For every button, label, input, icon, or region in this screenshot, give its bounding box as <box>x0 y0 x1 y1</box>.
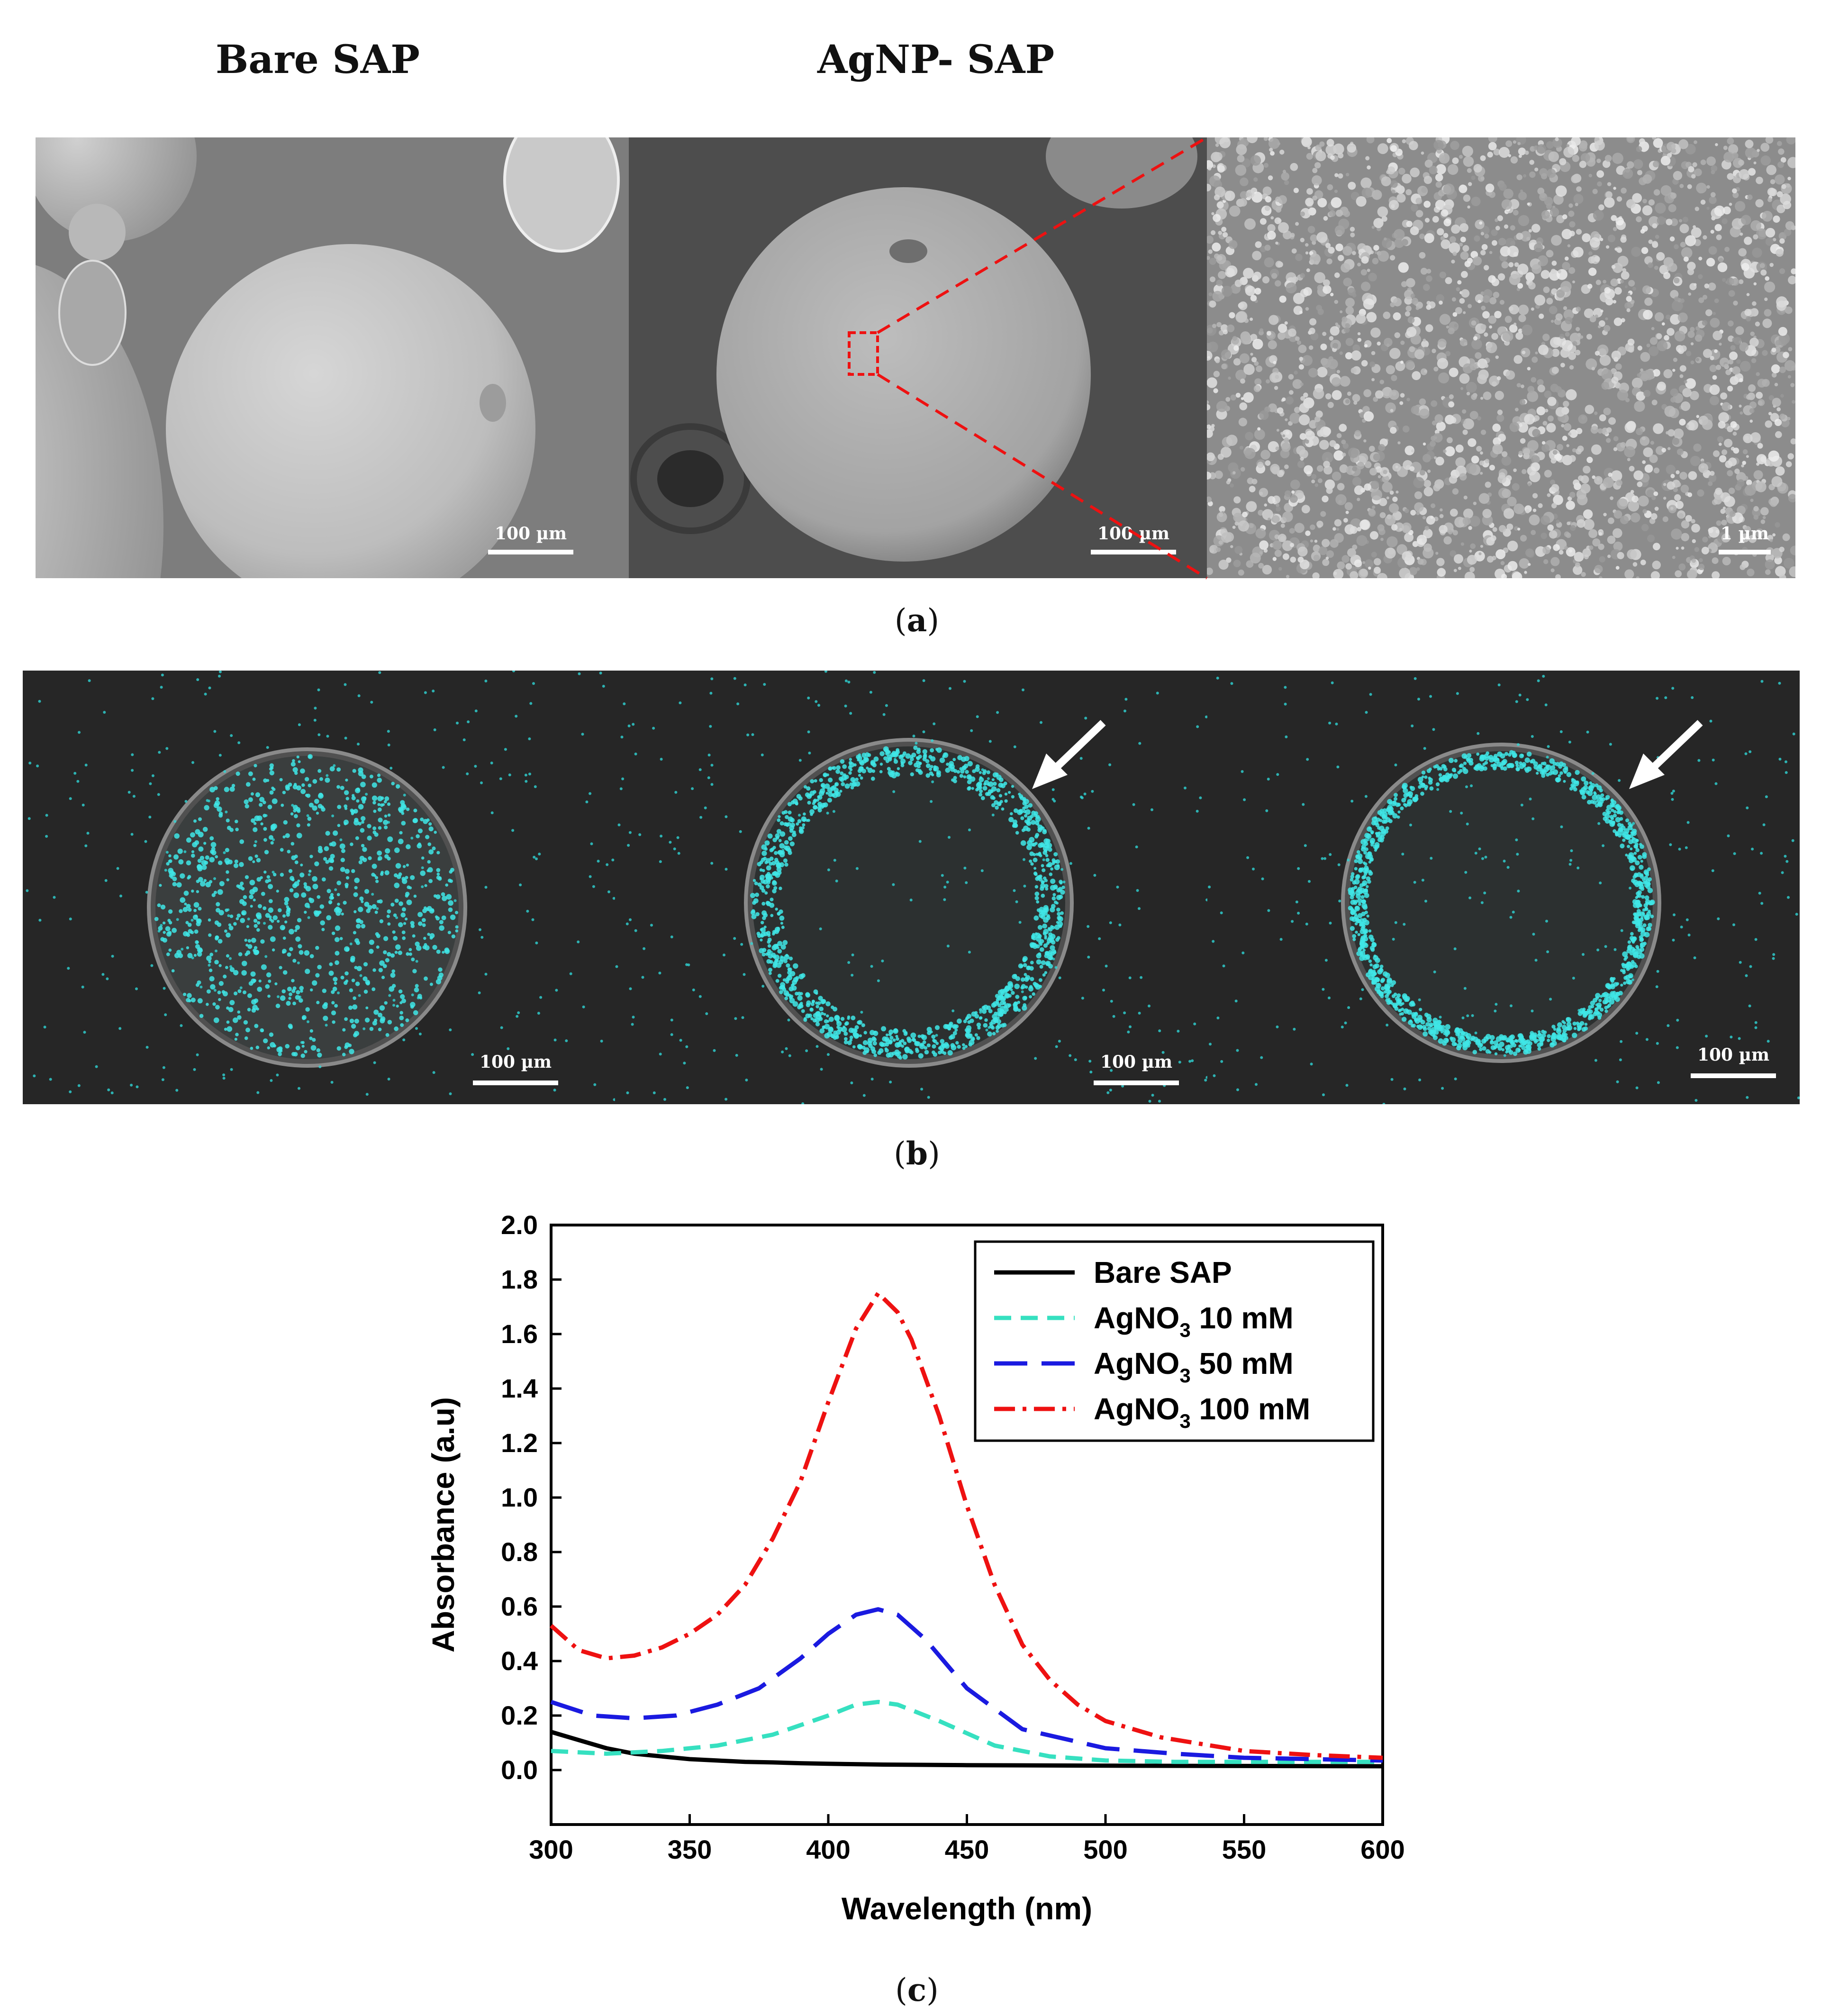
scale-label: 1 µm <box>1720 524 1769 544</box>
y-tick-label: 1.4 <box>501 1373 538 1403</box>
y-tick-label: 1.8 <box>501 1264 538 1294</box>
legend-label: AgNO3 10 mM <box>1094 1301 1294 1341</box>
absorbance-chart: 300 350 400 450 500 550 600 0.0 0.2 0.4 0.6 0.8 1.0 1… <box>426 1210 1405 1926</box>
y-tick-label: 0.8 <box>501 1537 538 1567</box>
x-tick-label: 500 <box>1083 1834 1127 1864</box>
y-tick-label: 1.6 <box>501 1319 538 1349</box>
y-tick-label: 1.0 <box>501 1482 538 1512</box>
caption-c: (c) <box>895 1971 939 2008</box>
legend-label: Bare SAP <box>1094 1255 1232 1290</box>
zoom-indicator-lines <box>877 136 1208 580</box>
y-tick-label: 0.0 <box>501 1755 538 1785</box>
eds-map-2: 100 µm <box>615 671 1207 1104</box>
arrow-icon <box>1629 720 1703 789</box>
scale-bar <box>473 1081 558 1085</box>
arrow-icon <box>1032 720 1106 789</box>
y-tick-label: 2.0 <box>501 1210 538 1240</box>
x-axis-label: Wavelength (nm) <box>842 1891 1092 1926</box>
legend-label: AgNO3 100 mM <box>1094 1392 1310 1432</box>
caption-a: (a) <box>894 602 940 639</box>
series-line <box>550 1291 1383 1760</box>
x-tick-label: 450 <box>945 1834 989 1864</box>
x-tick-label: 300 <box>529 1834 573 1864</box>
y-axis-label: Absorbance (a.u) <box>426 1397 461 1653</box>
header-bare-sap: Bare SAP <box>216 37 420 82</box>
scale-label: 100 µm <box>1697 1045 1770 1065</box>
eds-map-3: 100 µm <box>1207 671 1800 1104</box>
y-tick-label: 1.2 <box>501 1428 538 1458</box>
x-tick-label: 550 <box>1222 1834 1266 1864</box>
scale-bar <box>1691 1073 1776 1078</box>
scale-bar <box>488 550 573 554</box>
caption-b: (b) <box>894 1135 940 1172</box>
sem-image-zoom: 1 µm <box>1207 137 1795 578</box>
y-tick-label: 0.2 <box>501 1700 538 1730</box>
x-tick-label: 350 <box>668 1834 712 1864</box>
scale-bar <box>1094 1081 1179 1085</box>
legend-label: AgNO3 50 mM <box>1094 1346 1294 1387</box>
sem-image-agnp-sap: 100 µm <box>629 137 1207 578</box>
scale-label: 100 µm <box>1100 1052 1173 1072</box>
scale-label: 100 µm <box>494 524 567 544</box>
header-agnp-sap: AgNP- SAP <box>817 37 1055 82</box>
scale-label: 100 µm <box>479 1052 552 1072</box>
sem-image-bare-sap: 100 µm <box>36 137 629 578</box>
y-tick-label: 0.4 <box>501 1646 538 1676</box>
scale-bar <box>1091 550 1176 554</box>
scale-bar <box>1719 550 1771 554</box>
x-tick-label: 600 <box>1360 1834 1404 1864</box>
y-tick-label: 0.6 <box>501 1591 538 1621</box>
series-line <box>550 1607 1383 1763</box>
eds-map-1: 100 µm <box>23 671 615 1104</box>
series-line <box>551 1699 1383 1764</box>
x-tick-label: 400 <box>806 1834 850 1864</box>
